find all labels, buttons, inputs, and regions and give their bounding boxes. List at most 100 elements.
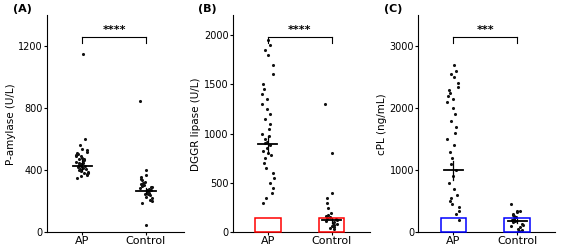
Point — [512, 215, 521, 219]
Point — [147, 196, 156, 200]
Point — [507, 218, 516, 222]
Point — [72, 154, 81, 158]
Point — [507, 202, 516, 206]
Point — [82, 148, 91, 152]
Point — [82, 173, 91, 177]
Point — [449, 187, 458, 191]
Point — [446, 119, 455, 123]
Point — [140, 183, 149, 187]
Point — [514, 227, 523, 231]
Point — [511, 219, 519, 223]
Point — [329, 227, 338, 231]
Point — [257, 132, 266, 136]
Point — [448, 174, 457, 178]
Point — [445, 199, 454, 203]
Point — [138, 178, 147, 182]
Point — [455, 209, 464, 213]
Text: ****: **** — [102, 25, 126, 35]
Point — [324, 206, 333, 210]
Bar — [440, 218, 466, 232]
Point — [321, 102, 330, 106]
Point — [443, 137, 452, 141]
Point — [330, 225, 339, 229]
Point — [326, 210, 335, 214]
Text: (A): (A) — [13, 4, 32, 14]
Point — [454, 218, 463, 222]
Point — [260, 117, 269, 121]
Point — [328, 224, 337, 228]
Point — [268, 72, 277, 76]
Point — [79, 166, 88, 170]
Point — [444, 181, 453, 185]
Point — [264, 151, 273, 155]
Point — [138, 181, 147, 185]
Point — [513, 230, 522, 234]
Point — [508, 213, 517, 217]
Point — [137, 201, 146, 205]
Point — [140, 180, 149, 184]
Point — [333, 218, 342, 223]
Point — [142, 190, 151, 194]
Point — [263, 97, 272, 101]
Y-axis label: P-amylase (U/L): P-amylase (U/L) — [6, 83, 16, 165]
Point — [518, 228, 527, 232]
Point — [77, 164, 86, 168]
Point — [508, 220, 517, 224]
Point — [264, 134, 273, 138]
Point — [144, 189, 153, 193]
Point — [518, 223, 527, 227]
Point — [444, 88, 453, 92]
Point — [141, 173, 150, 177]
Bar — [255, 218, 280, 232]
Point — [447, 196, 456, 200]
Point — [144, 192, 153, 196]
Point — [72, 160, 81, 164]
Point — [443, 100, 452, 104]
Point — [268, 191, 277, 195]
Point — [75, 163, 84, 167]
Point — [80, 158, 89, 162]
Point — [265, 122, 274, 126]
Point — [259, 82, 268, 86]
Point — [263, 107, 272, 111]
Point — [146, 188, 155, 193]
Point — [146, 184, 155, 188]
Point — [260, 87, 269, 91]
Point — [75, 158, 84, 162]
Point — [323, 216, 332, 220]
Point — [322, 214, 331, 218]
Point — [73, 151, 82, 155]
Point — [80, 137, 89, 141]
Point — [448, 202, 457, 206]
Point — [450, 131, 459, 135]
Point — [137, 177, 146, 181]
Point — [509, 217, 518, 221]
Text: ****: **** — [288, 25, 311, 35]
Point — [75, 143, 84, 147]
Y-axis label: cPL (ng/mL): cPL (ng/mL) — [377, 93, 387, 154]
Point — [449, 63, 458, 67]
Point — [332, 217, 341, 222]
Point — [80, 157, 89, 161]
Point — [325, 215, 334, 219]
Point — [451, 212, 460, 216]
Point — [452, 168, 461, 172]
Point — [268, 62, 277, 67]
Point — [325, 226, 334, 230]
Point — [515, 225, 524, 229]
Bar — [504, 218, 530, 232]
Point — [77, 162, 86, 166]
Point — [80, 164, 89, 168]
Point — [446, 162, 455, 166]
Point — [450, 143, 459, 147]
Point — [324, 212, 333, 216]
Point — [83, 172, 92, 176]
Point — [265, 181, 274, 185]
Point — [327, 191, 336, 195]
Point — [141, 168, 150, 172]
Point — [257, 92, 266, 96]
Point — [323, 196, 332, 200]
Point — [144, 187, 153, 191]
Point — [445, 91, 454, 95]
Point — [329, 223, 338, 227]
